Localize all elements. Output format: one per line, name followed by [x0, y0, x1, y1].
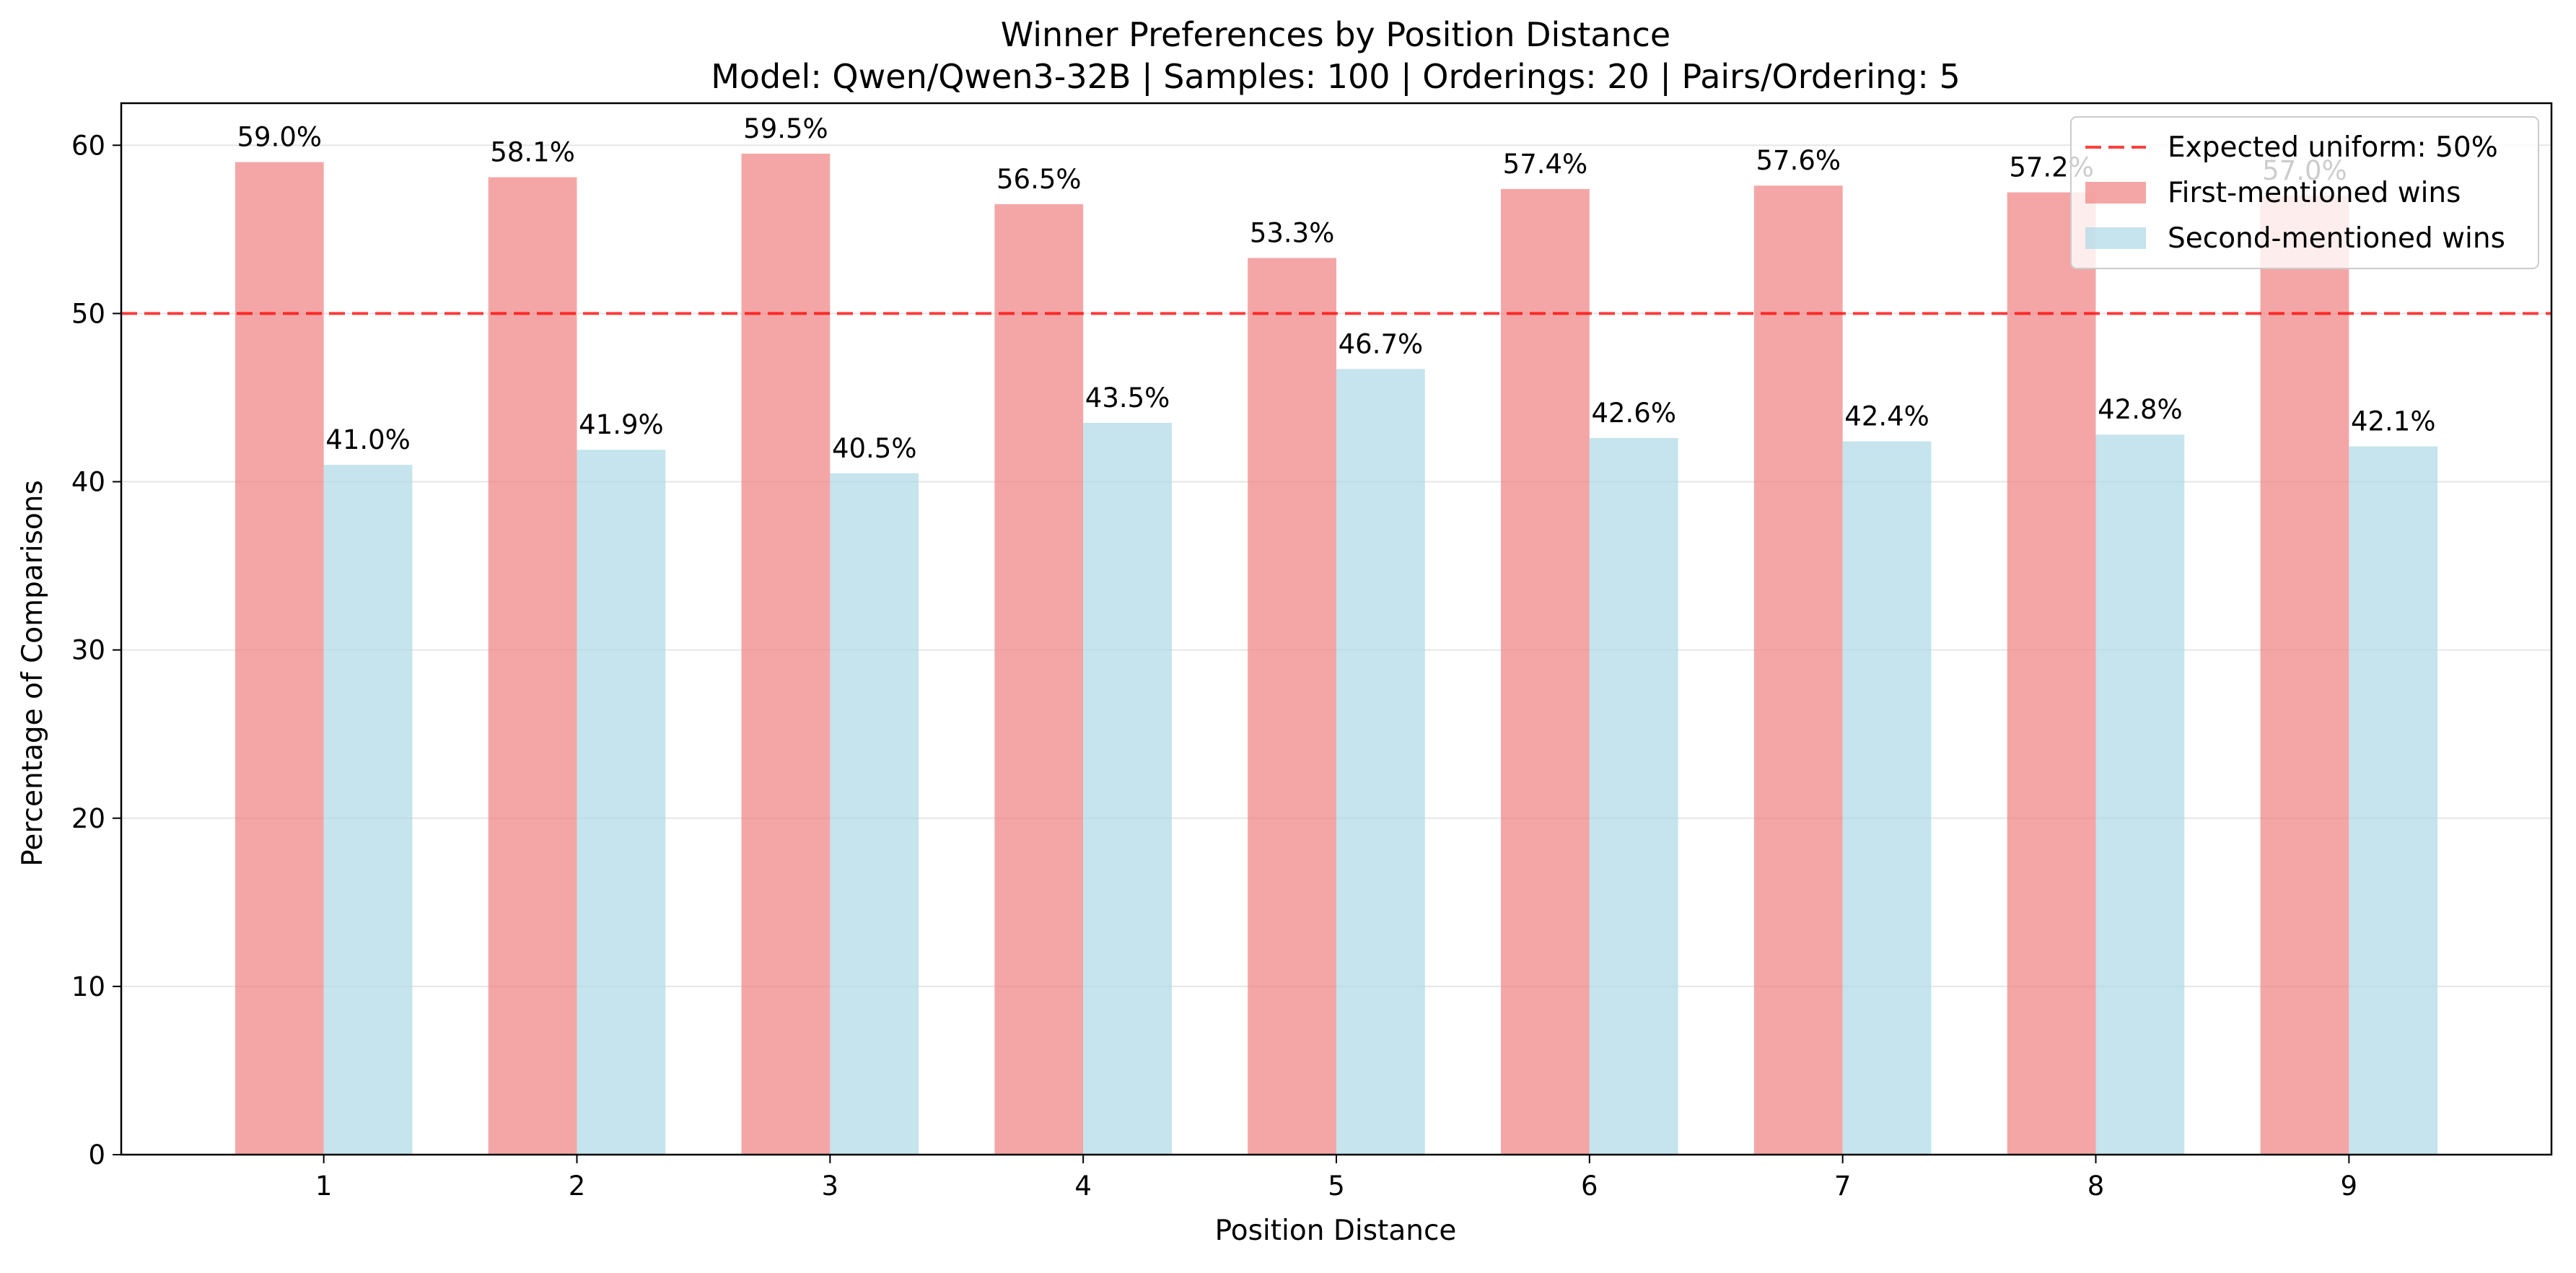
x-tick-label: 2: [569, 1171, 586, 1202]
y-tick-label: 0: [88, 1139, 105, 1171]
legend-entry-first-mentioned-swatch: [2085, 182, 2146, 204]
bar-second-mentioned: [323, 465, 413, 1155]
bar-first-mentioned: [488, 177, 577, 1155]
x-tick-label: 3: [822, 1171, 839, 1202]
first-mentioned-value-label: 59.5%: [743, 113, 828, 144]
x-tick-label: 6: [1581, 1171, 1598, 1202]
second-mentioned-value-label: 42.6%: [1591, 398, 1676, 429]
bar-first-mentioned: [1501, 188, 1590, 1155]
bar-second-mentioned: [1083, 422, 1172, 1155]
x-tick-label: 4: [1074, 1171, 1092, 1202]
legend-box: [2070, 116, 2539, 269]
first-mentioned-value-label: 53.3%: [1250, 217, 1335, 248]
bar-second-mentioned: [1842, 441, 1932, 1155]
second-mentioned-value-label: 43.5%: [1085, 382, 1170, 414]
bar-first-mentioned: [2260, 196, 2349, 1155]
chart-subtitle: Model: Qwen/Qwen3-32B | Samples: 100 | O…: [711, 57, 1961, 97]
second-mentioned-value-label: 40.5%: [832, 433, 917, 464]
first-mentioned-value-label: 57.4%: [1503, 149, 1588, 180]
first-mentioned-value-label: 57.6%: [1756, 145, 1841, 176]
second-mentioned-value-label: 41.0%: [325, 424, 411, 455]
first-mentioned-value-label: 59.0%: [237, 122, 322, 153]
x-tick-label: 1: [315, 1171, 333, 1202]
bar-first-mentioned: [994, 204, 1084, 1155]
bar-second-mentioned: [830, 473, 919, 1155]
bar-second-mentioned: [1589, 437, 1678, 1155]
bars: [235, 153, 2438, 1155]
x-tick-label: 9: [2341, 1171, 2358, 1202]
bar-value-labels: 59.0% 58.1%59.5%56.5%53.3%57.4% 57.6% 57.2%…: [237, 113, 2435, 464]
legend-entry-second-mentioned-label: Second-mentioned wins: [2168, 222, 2505, 255]
y-tick-label: 60: [71, 130, 105, 161]
y-tick-label: 20: [71, 803, 105, 834]
y-tick-label: 50: [71, 298, 105, 329]
first-mentioned-value-label: 58.1%: [490, 137, 575, 168]
bar-first-mentioned: [1248, 258, 1336, 1155]
chart-title: Winner Preferences by Position Distance: [1001, 15, 1670, 54]
legend-entry-second-mentioned-swatch: [2085, 227, 2146, 249]
x-tick-label: 7: [1834, 1171, 1852, 1202]
bar-second-mentioned: [2095, 434, 2185, 1155]
first-mentioned-value-label: 56.5%: [996, 164, 1082, 195]
second-mentioned-value-label: 42.1%: [2351, 406, 2436, 437]
bar-first-mentioned: [235, 162, 324, 1155]
second-mentioned-value-label: 46.7%: [1339, 328, 1424, 359]
y-tick-label: 30: [71, 635, 105, 666]
bar-first-mentioned: [741, 153, 831, 1155]
bar-first-mentioned: [1753, 185, 1843, 1155]
bar-second-mentioned: [1336, 369, 1425, 1155]
bar-first-mentioned: [2007, 192, 2096, 1155]
legend: Expected uniform: 50% First-mentioned win…: [2070, 116, 2539, 269]
second-mentioned-value-label: 42.4%: [1844, 401, 1929, 432]
axes: 0 10 20 30 40 50 60 1 2 3 4 5 6 7 8 9: [71, 102, 2553, 1202]
x-tick-label: 8: [2087, 1171, 2105, 1202]
second-mentioned-value-label: 41.9%: [579, 409, 664, 440]
x-tick-label: 5: [1328, 1171, 1345, 1202]
y-tick-label: 40: [71, 467, 105, 498]
second-mentioned-value-label: 42.8%: [2098, 394, 2183, 425]
bar-second-mentioned: [577, 450, 666, 1155]
y-axis-label: Percentage of Comparisons: [17, 480, 49, 867]
y-tick-label: 10: [71, 971, 105, 1002]
legend-entry-first-mentioned-label: First-mentioned wins: [2168, 177, 2461, 209]
x-axis-label: Position Distance: [1215, 1215, 1457, 1247]
legend-entry-expected-uniform-label: Expected uniform: 50%: [2168, 131, 2498, 164]
bar-second-mentioned: [2349, 446, 2438, 1155]
